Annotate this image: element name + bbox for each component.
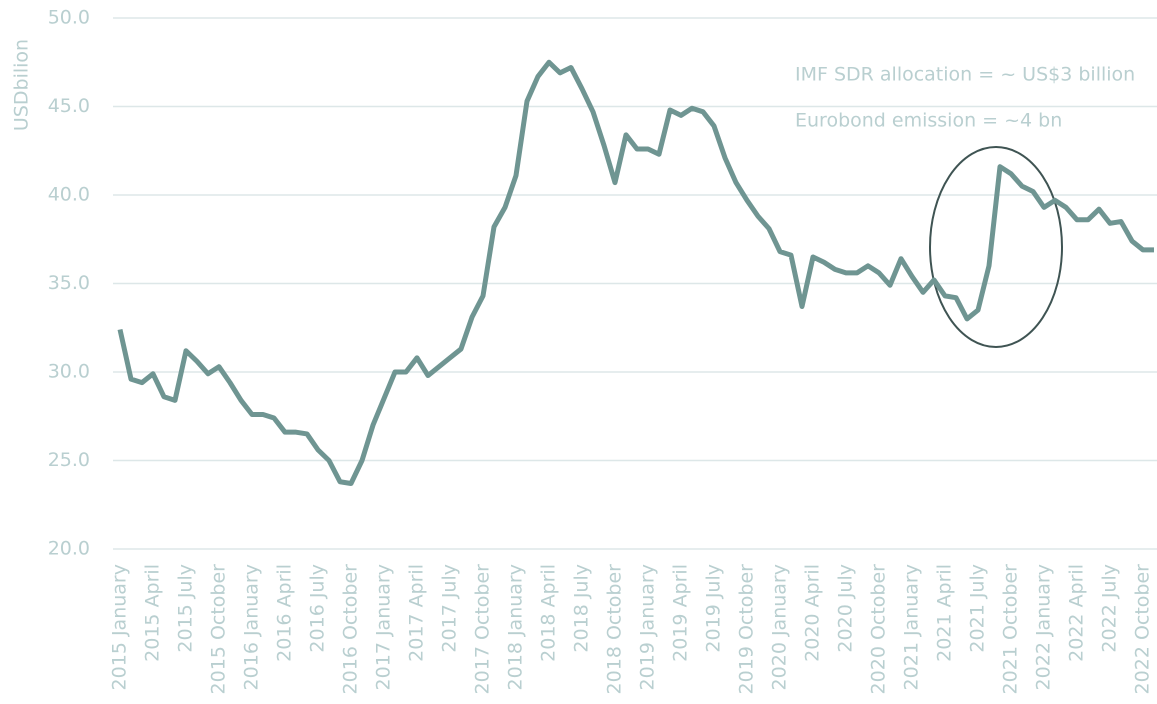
x-tick-label: 2022 July: [1099, 564, 1121, 653]
x-tick-label: 2017 January: [373, 564, 395, 690]
highlight-ellipse: [929, 146, 1063, 348]
x-tick-label: 2019 October: [736, 564, 758, 695]
x-tick-label: 2018 April: [538, 564, 560, 662]
x-tick-label: 2019 January: [637, 564, 659, 690]
x-tick-label: 2019 April: [670, 564, 692, 662]
x-tick-label: 2016 July: [307, 564, 329, 653]
x-tick-label: 2017 July: [439, 564, 461, 653]
y-tick-label: 30.0: [48, 361, 90, 383]
x-tick-label: 2021 January: [901, 564, 923, 690]
x-tick-label: 2016 April: [274, 564, 296, 662]
x-tick-label: 2022 October: [1132, 564, 1154, 695]
y-tick-label: 25.0: [48, 449, 90, 471]
x-tick-label: 2021 July: [967, 564, 989, 653]
x-tick-label: 2020 April: [802, 564, 824, 662]
x-tick-label: 2016 October: [340, 564, 362, 695]
x-tick-label: 2022 January: [1033, 564, 1055, 690]
x-tick-label: 2017 October: [472, 564, 494, 695]
x-tick-label: 2015 July: [175, 564, 197, 653]
x-tick-label: 2015 January: [109, 564, 131, 690]
x-tick-label: 2018 July: [571, 564, 593, 653]
x-tick-label: 2015 October: [208, 564, 230, 695]
y-tick-label: 35.0: [48, 272, 90, 294]
x-tick-label: 2022 April: [1066, 564, 1088, 662]
x-tick-label: 2019 July: [703, 564, 725, 653]
x-tick-label: 2018 January: [505, 564, 527, 690]
data-line: [117, 59, 1154, 487]
y-tick-label: 50.0: [48, 7, 90, 29]
x-tick-label: 2020 October: [868, 564, 890, 695]
y-tick-label: 20.0: [48, 538, 90, 560]
x-tick-label: 2021 October: [1000, 564, 1022, 695]
y-axis-label: USDbilion: [11, 39, 33, 131]
x-tick-label: 2017 April: [406, 564, 428, 662]
y-tick-label: 45.0: [48, 95, 90, 117]
x-tick-label: 2016 January: [241, 564, 263, 690]
x-tick-label: 2020 January: [769, 564, 791, 690]
annotation: IMF SDR allocation = ~ US$3 billion: [795, 64, 1135, 86]
annotation: Eurobond emission = ~4 bn: [795, 110, 1062, 132]
x-tick-label: 2021 April: [934, 564, 956, 662]
y-tick-label: 40.0: [48, 184, 90, 206]
x-tick-label: 2015 April: [142, 564, 164, 662]
x-tick-label: 2018 October: [604, 564, 626, 695]
x-tick-label: 2020 July: [835, 564, 857, 653]
